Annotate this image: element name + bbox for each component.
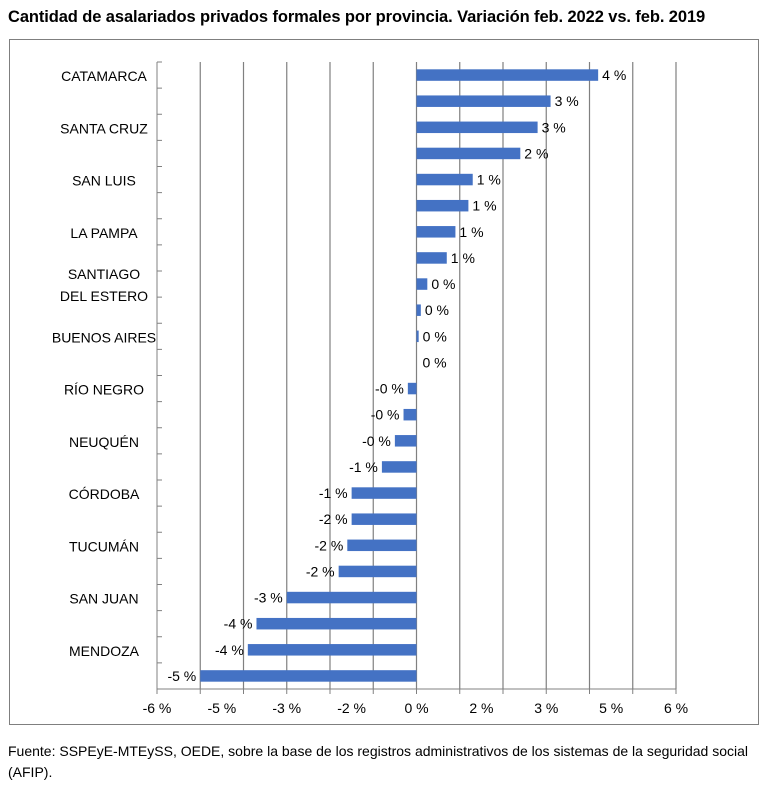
category-label-7: NEUQUÉN: [69, 434, 139, 450]
data-label-11: 0 %: [423, 354, 447, 370]
bar-10: [416, 330, 419, 343]
x-tick-label-4: 0 %: [404, 700, 428, 716]
data-label-5: 1 %: [472, 198, 496, 214]
data-label-17: -2 %: [319, 511, 348, 527]
bar-2: [416, 121, 538, 134]
bar-13: [403, 408, 417, 421]
x-tick-label-0: -6 %: [143, 700, 172, 716]
data-label-21: -4 %: [224, 616, 253, 632]
data-label-3: 2 %: [524, 145, 548, 161]
bar-4: [416, 173, 473, 186]
bar-3: [416, 147, 521, 160]
category-label-1: SANTA CRUZ: [60, 120, 148, 136]
bar-6: [416, 226, 456, 238]
category-label-9: TUCUMÁN: [69, 538, 139, 554]
data-label-22: -4 %: [215, 642, 244, 658]
data-label-23: -5 %: [167, 668, 196, 684]
x-tick-label-7: 5 %: [599, 700, 623, 716]
data-label-10: 0 %: [423, 328, 447, 344]
data-label-4: 1 %: [477, 172, 501, 188]
bar-20: [286, 591, 417, 604]
data-label-7: 1 %: [451, 250, 475, 266]
bar-1: [416, 95, 551, 107]
x-tick-label-3: -2 %: [337, 700, 366, 716]
x-tick-label-5: 2 %: [469, 700, 493, 716]
bar-7: [416, 252, 447, 264]
category-label-0: CATAMARCA: [61, 68, 147, 84]
chart-title: Cantidad de asalariados privados formale…: [8, 8, 706, 26]
data-label-1: 3 %: [555, 93, 579, 109]
category-label-4-line1: SANTIAGO: [68, 266, 140, 282]
data-label-9: 0 %: [425, 302, 449, 318]
category-label-3: LA PAMPA: [70, 225, 138, 241]
category-label-5: BUENOS AIRES: [52, 329, 156, 345]
category-label-2: SAN LUIS: [72, 173, 136, 189]
x-tick-label-2: -3 %: [272, 700, 301, 716]
data-label-0: 4 %: [602, 67, 626, 83]
data-label-18: -2 %: [315, 537, 344, 553]
data-label-12: -0 %: [375, 381, 404, 397]
data-label-16: -1 %: [319, 485, 348, 501]
category-label-6: RÍO NEGRO: [64, 382, 144, 398]
data-label-20: -3 %: [254, 590, 283, 606]
category-label-10: SAN JUAN: [69, 591, 138, 607]
bar-16: [351, 487, 417, 499]
data-label-8: 0 %: [431, 276, 455, 292]
bar-8: [416, 278, 428, 290]
bar-21: [256, 617, 417, 630]
x-tick-label-8: 6 %: [664, 700, 688, 716]
category-label-4-line2: DEL ESTERO: [60, 288, 148, 304]
bar-22: [247, 644, 417, 656]
category-label-11: MENDOZA: [69, 643, 140, 659]
bar-14: [394, 435, 417, 447]
bar-chart: -6 % -5 % -3 % -2 % 0 % 2 % 3 % 5 % 6 % 4 % 3 % 3 %…: [52, 61, 688, 716]
bar-23: [200, 670, 417, 682]
bar-0: [416, 69, 599, 81]
data-label-6: 1 %: [459, 224, 483, 240]
category-label-8: CÓRDOBA: [69, 486, 140, 502]
bar-12: [407, 382, 417, 395]
bar-19: [338, 565, 417, 578]
data-label-13: -0 %: [371, 407, 400, 423]
data-label-15: -1 %: [349, 459, 378, 475]
chart-frame: -6 % -5 % -3 % -2 % 0 % 2 % 3 % 5 % 6 % 4 % 3 % 3 %…: [9, 39, 759, 725]
bar-17: [351, 513, 417, 525]
data-label-14: -0 %: [362, 433, 391, 449]
data-label-19: -2 %: [306, 563, 335, 579]
bar-9: [416, 304, 421, 316]
bar-15: [381, 461, 417, 473]
bar-5: [416, 199, 469, 212]
x-tick-label-1: -5 %: [207, 700, 236, 716]
x-tick-label-6: 3 %: [534, 700, 558, 716]
bar-18: [347, 539, 417, 552]
data-label-2: 3 %: [542, 119, 566, 135]
source-note: Fuente: SSPEyE-MTEySS, OEDE, sobre la ba…: [8, 743, 748, 780]
